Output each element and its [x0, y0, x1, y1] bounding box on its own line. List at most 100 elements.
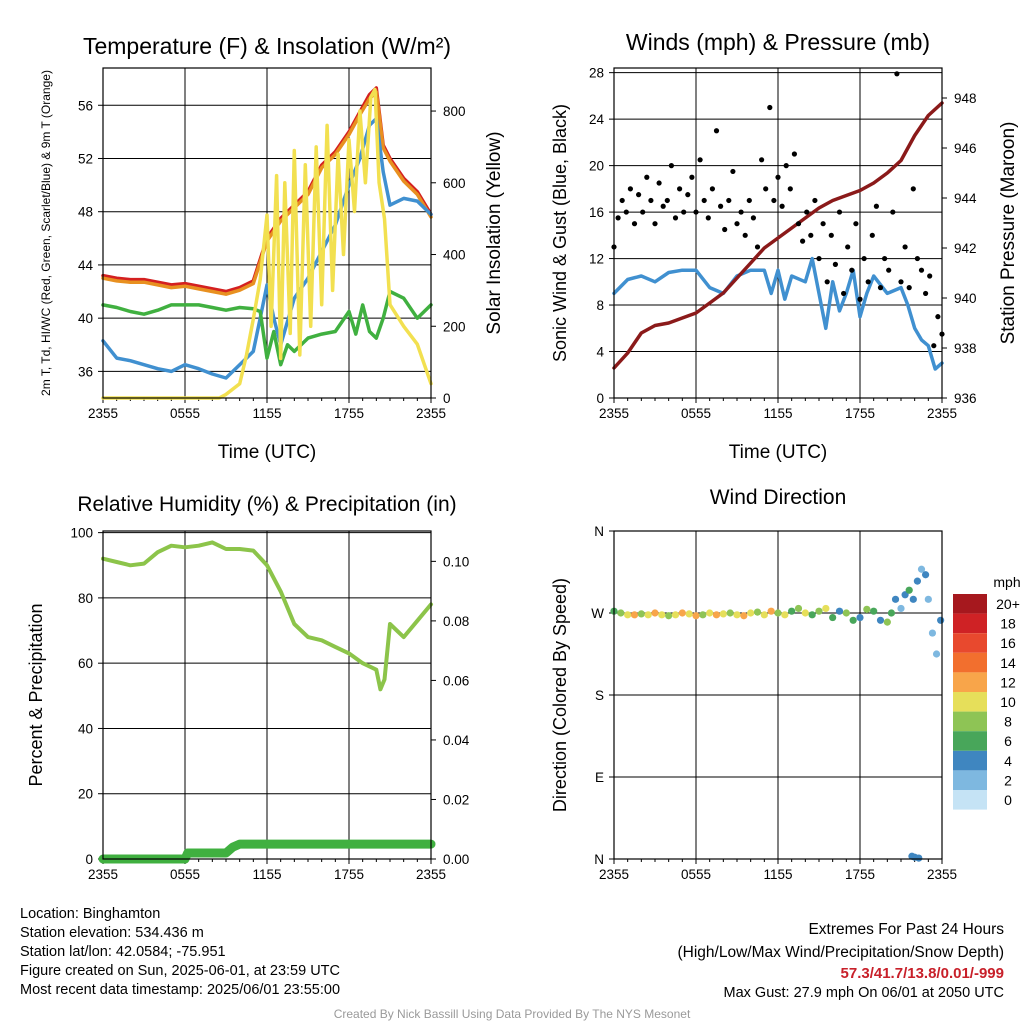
data-point	[709, 186, 716, 192]
x-tick-label: 2355	[599, 406, 629, 421]
y2-tick-label: 800	[443, 104, 466, 119]
direction-point	[928, 629, 937, 637]
station-info: Location: Binghamton Station elevation: …	[20, 905, 340, 1000]
legend-label: 6	[1004, 733, 1012, 749]
legend-swatch	[953, 731, 987, 751]
chart-title: Relative Humidity (%) & Precipitation (i…	[77, 493, 456, 516]
data-point	[763, 186, 769, 192]
data-point	[754, 244, 761, 250]
series-line-1	[612, 256, 944, 371]
direction-point	[883, 618, 891, 626]
y-tick-label: 100	[70, 526, 93, 541]
latlon-line: Station lat/lon: 42.0584; -75.951	[20, 944, 226, 960]
data-point	[890, 209, 896, 215]
direction-point	[685, 610, 693, 618]
data-point	[795, 221, 802, 227]
direction-point	[887, 609, 896, 617]
y-tick-label: 36	[78, 364, 93, 379]
direction-point	[829, 613, 837, 622]
y-tick-label: E	[595, 770, 604, 785]
data-point	[914, 255, 921, 262]
data-point	[718, 203, 724, 209]
data-point	[923, 290, 929, 297]
data-point	[705, 215, 711, 221]
direction-point	[917, 565, 926, 573]
data-point	[652, 221, 658, 227]
data-point	[918, 267, 925, 273]
extremes-title: Extremes For Past 24 Hours	[808, 921, 1004, 938]
series-line-1	[101, 540, 433, 692]
direction-point	[637, 610, 645, 618]
x-tick-label: 1755	[845, 867, 875, 882]
data-point	[677, 186, 683, 192]
data-point	[660, 203, 666, 209]
direction-point	[726, 609, 734, 617]
legend-label: 2	[1004, 772, 1012, 788]
y-tick-label: N	[594, 524, 604, 539]
legend-label: 14	[1000, 655, 1016, 671]
direction-point	[909, 595, 917, 603]
data-point	[824, 279, 830, 285]
y2-axis-label: Solar Insolation (Yellow)	[484, 131, 505, 334]
direction-point	[922, 571, 930, 579]
data-point	[877, 285, 884, 291]
direction-point	[624, 611, 632, 619]
legend-label: 20+	[996, 596, 1020, 612]
y-tick-label: 60	[78, 656, 93, 671]
direction-point	[856, 613, 864, 622]
direction-point	[651, 609, 659, 617]
data-point	[882, 255, 888, 262]
data-point	[861, 255, 867, 262]
chart-title: Wind Direction	[710, 486, 847, 509]
direction-point	[774, 609, 782, 617]
data-point	[697, 157, 703, 163]
direction-point	[808, 611, 816, 619]
x-tick-label: 1155	[252, 867, 281, 882]
data-point	[894, 71, 900, 77]
y-axis-label: 2m T, Td, HI/WC (Red, Green, Scarlet/Blu…	[39, 70, 53, 396]
legend-swatch	[953, 750, 987, 771]
x-axis-label: Time (UTC)	[218, 442, 317, 463]
direction-point	[767, 607, 775, 615]
x-tick-label: 2355	[88, 867, 118, 882]
y2-tick-label: 0.04	[443, 733, 470, 748]
direction-point	[740, 612, 748, 620]
data-point	[787, 186, 793, 192]
data-point	[857, 296, 863, 302]
data-point	[656, 180, 662, 186]
legend-swatch	[953, 790, 987, 810]
data-point	[931, 343, 937, 349]
legend-label: 0	[1004, 792, 1012, 808]
data-point	[800, 238, 806, 244]
data-point	[627, 186, 634, 192]
data-point	[886, 267, 892, 273]
x-tick-label: 2355	[416, 406, 446, 421]
direction-point	[801, 609, 809, 617]
y-axis-label: Percent & Precipitation	[26, 603, 46, 786]
data-point	[623, 209, 629, 215]
direction-point	[712, 611, 721, 619]
data-point	[734, 221, 740, 227]
data-point	[681, 209, 687, 215]
y2-tick-label: 0.08	[443, 614, 469, 629]
max-gust-line: Max Gust: 27.9 mph On 06/01 at 2050 UTC	[723, 985, 1004, 1001]
x-tick-label: 2355	[88, 406, 118, 421]
legend-label: 16	[1000, 635, 1016, 651]
data-point	[791, 151, 798, 157]
y2-tick-label: 0.10	[443, 554, 469, 569]
data-point	[853, 221, 859, 227]
y2-tick-label: 0	[443, 391, 451, 406]
data-point	[726, 197, 732, 204]
x-tick-label: 2355	[927, 406, 957, 421]
legend-swatch	[953, 692, 987, 712]
data-point	[873, 203, 880, 209]
y-axis-label: Direction (Colored By Speed)	[550, 578, 570, 812]
x-tick-label: 1155	[763, 406, 792, 421]
direction-point	[678, 609, 686, 617]
legend-swatch	[953, 711, 987, 732]
data-point	[746, 197, 752, 204]
data-point	[935, 314, 941, 320]
data-point	[808, 232, 814, 238]
y-tick-label: 0	[85, 852, 93, 867]
series-line-2	[612, 101, 944, 370]
